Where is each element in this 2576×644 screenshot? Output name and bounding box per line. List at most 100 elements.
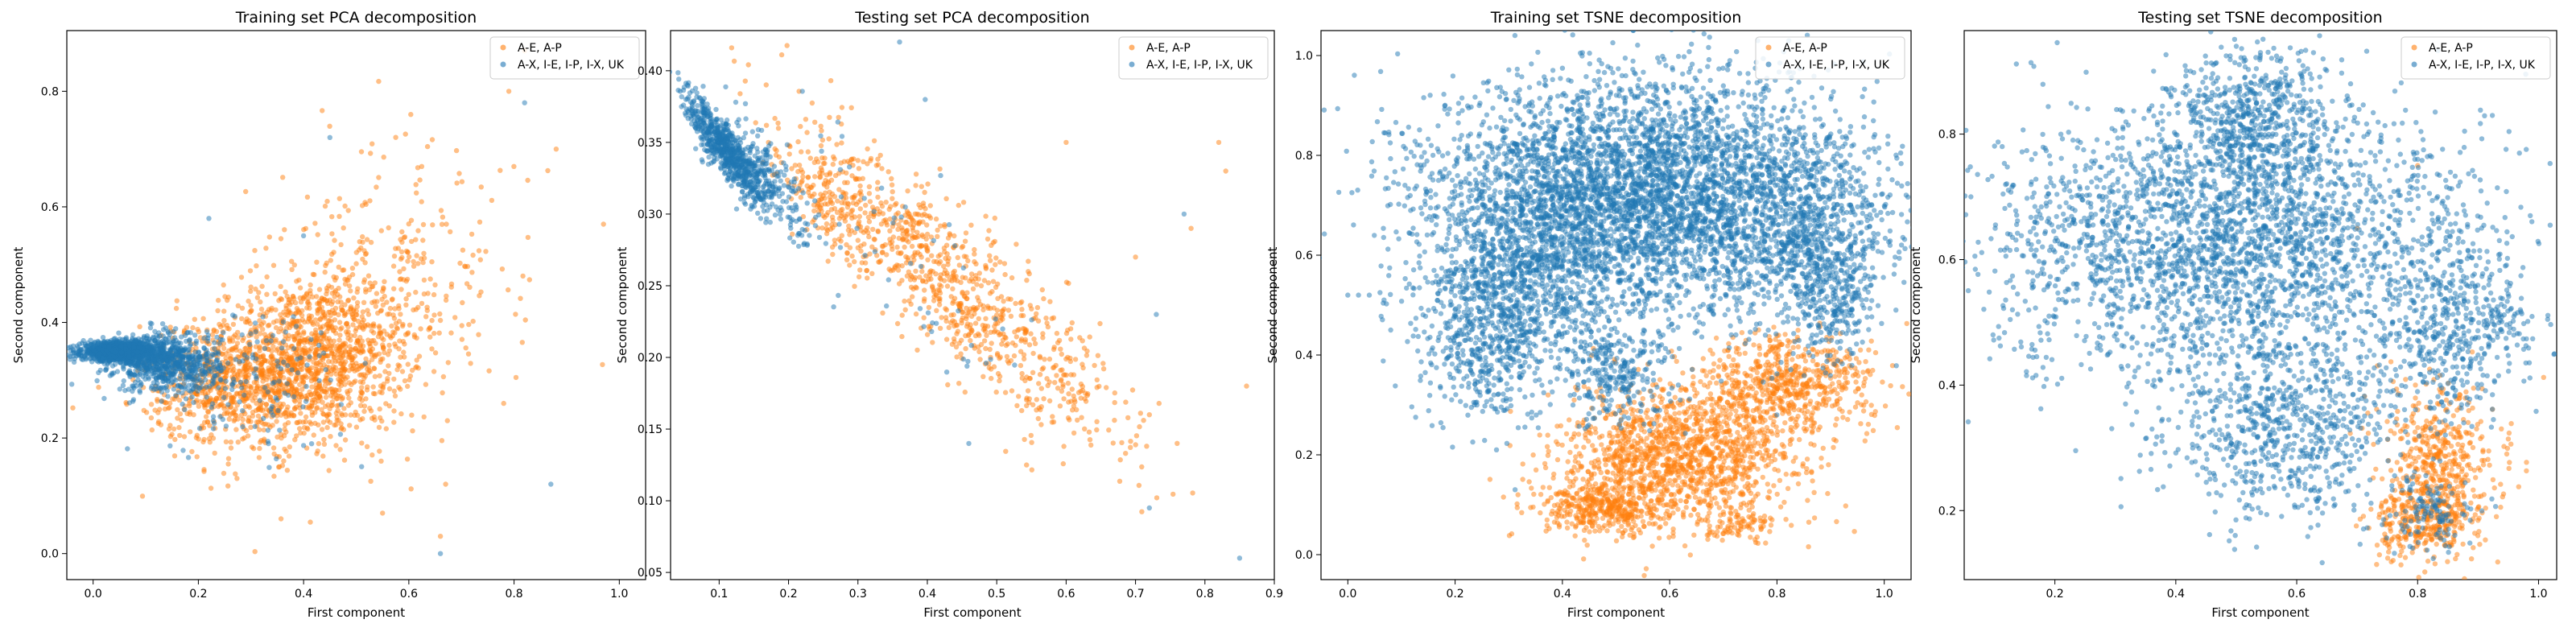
scatter-point: [1042, 357, 1047, 362]
scatter-point: [341, 312, 348, 319]
scatter-point: [366, 341, 372, 346]
scatter-point: [200, 425, 207, 431]
scatter-point: [913, 183, 919, 188]
scatter-point: [875, 156, 881, 162]
scatter-point: [161, 351, 167, 357]
scatter-point: [438, 208, 444, 213]
scatter-point: [448, 229, 453, 235]
scatter-point: [411, 332, 417, 338]
scatter-point: [187, 403, 192, 409]
scatter-point: [181, 367, 187, 373]
scatter-point: [183, 396, 189, 402]
scatter-point: [137, 390, 143, 395]
scatter-point: [234, 476, 240, 481]
scatter-point: [206, 368, 212, 374]
scatter-point: [287, 321, 293, 327]
y-axis-label: Second component: [11, 246, 26, 363]
scatter-point: [223, 423, 229, 429]
scatter-point: [365, 365, 372, 370]
scatter-point: [945, 382, 951, 388]
scatter-point: [300, 419, 306, 425]
scatter-point: [112, 349, 118, 355]
scatter-point: [965, 332, 972, 338]
scatter-point: [429, 317, 435, 324]
scatter-point: [431, 369, 437, 374]
scatter-point: [308, 375, 314, 381]
scatter-point: [476, 248, 482, 254]
scatter-point: [164, 388, 170, 394]
scatter-point: [391, 419, 397, 425]
scatter-point: [332, 368, 337, 374]
scatter-point: [924, 222, 930, 228]
scatter-point: [125, 446, 130, 452]
scatter-point: [391, 376, 397, 382]
scatter-point: [130, 388, 135, 394]
scatter-point: [329, 231, 335, 237]
scatter-point: [151, 366, 157, 372]
scatter-point: [177, 383, 184, 389]
scatter-point: [270, 262, 277, 268]
scatter-point: [316, 287, 323, 292]
scatter-point: [352, 332, 357, 338]
scatter-point: [839, 140, 844, 146]
scatter-point: [460, 299, 465, 306]
scatter-point: [275, 434, 280, 440]
scatter-point: [177, 432, 183, 439]
scatter-point: [148, 402, 155, 407]
scatter-point: [323, 394, 329, 400]
scatter-point: [448, 284, 454, 290]
scatter-point: [526, 277, 532, 283]
scatter-point: [800, 174, 806, 180]
scatter-point: [1049, 419, 1055, 425]
scatter-point: [902, 307, 908, 312]
scatter-point: [322, 378, 328, 384]
scatter-point: [365, 273, 372, 279]
scatter-point: [970, 286, 976, 291]
scatter-point: [879, 166, 885, 171]
series-1: [70, 47, 606, 555]
scatter-point: [184, 411, 190, 416]
scatter-point: [914, 347, 920, 353]
scatter-point: [398, 287, 404, 292]
scatter-point: [58, 347, 63, 352]
scatter-point: [548, 481, 554, 487]
scatter-point: [191, 399, 196, 406]
scatter-point: [205, 332, 211, 338]
scatter-point: [376, 351, 382, 357]
scatter-point: [1059, 351, 1065, 357]
scatter-point: [848, 208, 854, 214]
scatter-point: [1005, 308, 1012, 313]
scatter-point: [135, 377, 141, 383]
scatter-point: [424, 143, 431, 150]
scatter-point: [983, 316, 989, 321]
scatter-point: [365, 312, 372, 317]
scatter-point: [239, 385, 245, 390]
scatter-point: [386, 348, 393, 353]
scatter-point: [452, 315, 458, 320]
scatter-point: [179, 334, 184, 340]
scatter-point: [423, 382, 429, 387]
scatter-point: [349, 361, 355, 366]
scatter-point: [260, 327, 266, 332]
scatter-point: [202, 377, 208, 382]
scatter-point: [225, 402, 231, 407]
scatter-point: [987, 346, 993, 353]
scatter-point: [856, 166, 862, 171]
scatter-point: [302, 294, 308, 299]
scatter-point: [928, 276, 934, 282]
scatter-point: [838, 160, 844, 166]
scatter-point: [133, 368, 138, 374]
scatter-point: [419, 199, 424, 204]
scatter-point: [836, 114, 841, 120]
scatter-point: [270, 356, 276, 361]
scatter-point: [365, 369, 371, 376]
scatter-point: [418, 256, 424, 262]
scatter-point: [291, 345, 297, 351]
scatter-point: [413, 289, 419, 295]
scatter-point: [240, 423, 246, 430]
scatter-point: [1079, 415, 1084, 420]
scatter-point: [266, 234, 272, 240]
scatter-point: [445, 360, 451, 365]
scatter-point: [819, 137, 826, 143]
legend-label: A-E, A-P: [518, 42, 562, 55]
